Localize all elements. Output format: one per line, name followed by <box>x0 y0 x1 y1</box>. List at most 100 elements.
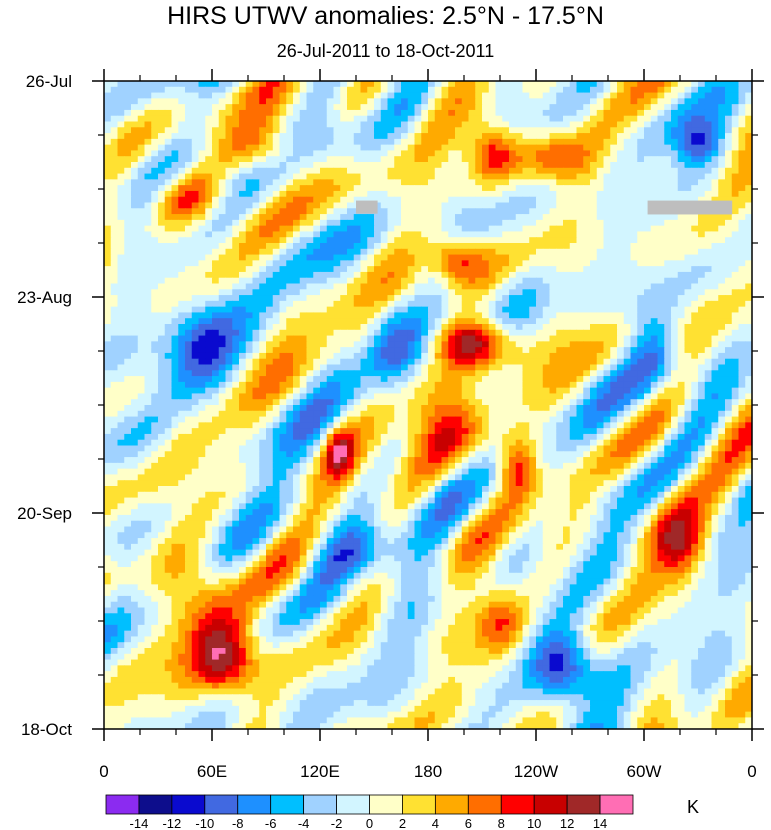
heatmap-cell <box>509 173 517 180</box>
heatmap-cell <box>374 260 382 267</box>
heatmap-cell <box>569 260 578 267</box>
heatmap-cell <box>650 133 659 140</box>
heatmap-cell <box>131 219 139 227</box>
heatmap-cell <box>502 104 510 111</box>
heatmap-cell <box>671 266 679 273</box>
heatmap-cell <box>232 289 240 296</box>
heatmap-cell <box>239 150 247 157</box>
heatmap-cell <box>299 92 308 99</box>
heatmap-cell <box>603 133 611 140</box>
heatmap-cell <box>549 237 557 244</box>
heatmap-cell <box>542 109 551 117</box>
heatmap-cell <box>178 277 186 285</box>
heatmap-cell <box>428 144 436 152</box>
heatmap-cell <box>428 214 436 221</box>
heatmap-cell <box>630 190 638 198</box>
heatmap-cell <box>623 231 632 238</box>
heatmap-cell <box>225 173 233 180</box>
heatmap-cell <box>502 318 510 325</box>
heatmap-cell <box>360 156 368 163</box>
heatmap-cell <box>664 376 672 383</box>
heatmap-cell <box>205 81 213 88</box>
heatmap-cell <box>542 138 551 146</box>
heatmap-cell <box>583 318 591 325</box>
heatmap-cell <box>664 138 672 146</box>
heatmap-cell <box>225 248 233 256</box>
heatmap-cell <box>259 150 267 157</box>
heatmap-cell <box>212 225 220 233</box>
heatmap-cell <box>245 92 254 99</box>
heatmap-cell <box>495 109 503 117</box>
heatmap-cell <box>299 104 308 111</box>
heatmap-cell <box>522 231 530 238</box>
heatmap-cell <box>252 352 260 360</box>
heatmap-cell <box>644 248 652 256</box>
heatmap-cell <box>232 364 240 371</box>
heatmap-cell <box>218 370 227 377</box>
heatmap-cell <box>434 283 443 290</box>
heatmap-cell <box>684 300 692 308</box>
heatmap-cell <box>326 121 335 128</box>
heatmap-cell <box>704 300 713 308</box>
heatmap-cell <box>144 98 152 105</box>
heatmap-cell <box>104 248 112 256</box>
heatmap-cell <box>671 283 679 290</box>
heatmap-cell <box>239 219 247 227</box>
heatmap-cell <box>353 144 362 152</box>
heatmap-cell <box>232 185 240 192</box>
heatmap-cell <box>137 173 146 180</box>
heatmap-cell <box>495 341 503 348</box>
heatmap-cell <box>171 98 179 105</box>
heatmap-cell <box>725 144 733 152</box>
heatmap-cell <box>738 364 746 371</box>
heatmap-cell <box>117 295 125 302</box>
heatmap-cell <box>380 341 389 348</box>
heatmap-cell <box>650 300 659 308</box>
heatmap-cell <box>461 277 470 285</box>
heatmap-cell <box>151 92 159 99</box>
heatmap-cell <box>110 173 119 180</box>
heatmap-cell <box>272 219 281 227</box>
heatmap-cell <box>475 352 483 360</box>
heatmap-cell <box>225 312 233 319</box>
heatmap-cell <box>671 219 679 227</box>
heatmap-cell <box>698 295 706 302</box>
heatmap-cell <box>502 225 510 233</box>
heatmap-cell <box>306 150 314 157</box>
heatmap-cell <box>394 341 402 348</box>
heatmap-cell <box>711 98 719 105</box>
heatmap-cell <box>448 300 456 308</box>
heatmap-cell <box>738 214 746 221</box>
heatmap-cell <box>212 341 220 348</box>
heatmap-cell <box>151 109 159 117</box>
heatmap-cell <box>171 283 179 290</box>
heatmap-cell <box>725 260 733 267</box>
heatmap-cell <box>374 202 382 209</box>
heatmap-cell <box>124 173 132 180</box>
heatmap-cell <box>380 254 389 261</box>
heatmap-cell <box>711 167 719 175</box>
heatmap-cell <box>198 219 206 227</box>
heatmap-cell <box>218 352 227 360</box>
heatmap-cell <box>387 196 395 204</box>
heatmap-cell <box>664 347 672 354</box>
heatmap-cell <box>198 237 206 244</box>
heatmap-cell <box>117 364 125 371</box>
heatmap-cell <box>677 214 686 221</box>
heatmap-cell <box>185 300 193 308</box>
heatmap-cell <box>569 190 578 198</box>
heatmap-cell <box>239 81 247 88</box>
heatmap-cell <box>279 306 287 314</box>
heatmap-cell <box>178 133 186 140</box>
heatmap-cell <box>171 324 179 331</box>
heatmap-cell <box>306 283 314 290</box>
heatmap-cell <box>414 335 422 342</box>
heatmap-cell <box>657 138 665 146</box>
heatmap-cell <box>272 144 281 152</box>
heatmap-cell <box>367 341 375 348</box>
heatmap-cell <box>313 376 321 383</box>
heatmap-cell <box>725 214 733 221</box>
heatmap-cell <box>394 156 402 163</box>
heatmap-cell <box>286 115 294 123</box>
heatmap-cell <box>657 81 665 88</box>
